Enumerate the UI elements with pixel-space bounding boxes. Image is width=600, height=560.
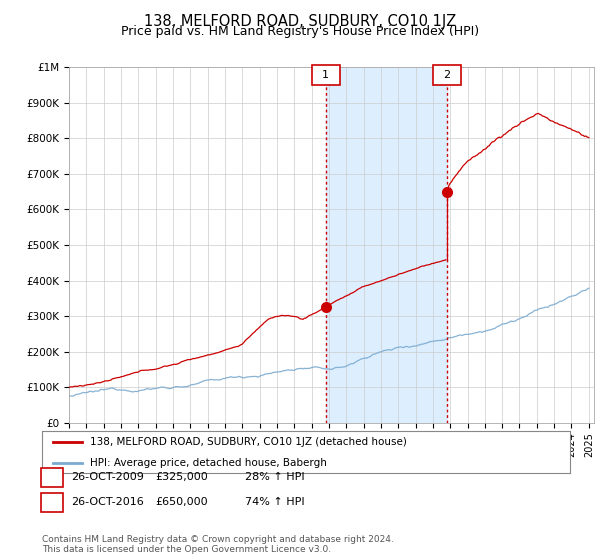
Text: 26-OCT-2016: 26-OCT-2016 (71, 497, 143, 507)
Text: Contains HM Land Registry data © Crown copyright and database right 2024.
This d: Contains HM Land Registry data © Crown c… (42, 535, 394, 554)
Text: HPI: Average price, detached house, Babergh: HPI: Average price, detached house, Babe… (89, 458, 326, 468)
Text: 26-OCT-2009: 26-OCT-2009 (71, 472, 143, 482)
Text: 1: 1 (48, 470, 56, 484)
Text: £325,000: £325,000 (155, 472, 208, 482)
Bar (326, 67, 447, 423)
Text: 28% ↑ HPI: 28% ↑ HPI (245, 472, 304, 482)
Text: 2: 2 (48, 496, 56, 509)
Text: 138, MELFORD ROAD, SUDBURY, CO10 1JZ: 138, MELFORD ROAD, SUDBURY, CO10 1JZ (144, 14, 456, 29)
Text: 2: 2 (443, 70, 451, 80)
Text: 1: 1 (322, 70, 329, 80)
FancyBboxPatch shape (311, 66, 340, 85)
Text: 74% ↑ HPI: 74% ↑ HPI (245, 497, 304, 507)
Text: Price paid vs. HM Land Registry's House Price Index (HPI): Price paid vs. HM Land Registry's House … (121, 25, 479, 38)
Text: 138, MELFORD ROAD, SUDBURY, CO10 1JZ (detached house): 138, MELFORD ROAD, SUDBURY, CO10 1JZ (de… (89, 437, 406, 447)
FancyBboxPatch shape (433, 66, 461, 85)
Text: £650,000: £650,000 (155, 497, 208, 507)
